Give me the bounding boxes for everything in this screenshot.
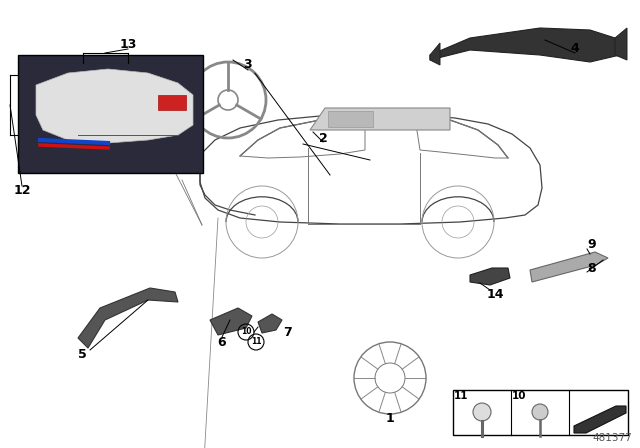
Polygon shape xyxy=(78,288,178,348)
FancyBboxPatch shape xyxy=(18,55,203,173)
Text: 7: 7 xyxy=(284,326,292,339)
Text: 3: 3 xyxy=(244,59,252,72)
Text: 4: 4 xyxy=(571,42,579,55)
Polygon shape xyxy=(310,108,450,130)
Text: 14: 14 xyxy=(486,289,504,302)
Circle shape xyxy=(532,404,548,420)
FancyBboxPatch shape xyxy=(328,111,373,127)
Polygon shape xyxy=(258,314,282,333)
Polygon shape xyxy=(574,406,626,433)
Text: 8: 8 xyxy=(588,262,596,275)
Text: 11: 11 xyxy=(454,391,468,401)
Text: 5: 5 xyxy=(77,349,86,362)
Polygon shape xyxy=(615,28,627,60)
Text: 13: 13 xyxy=(119,39,137,52)
Text: 6: 6 xyxy=(218,336,227,349)
Text: 9: 9 xyxy=(588,238,596,251)
Polygon shape xyxy=(530,252,608,282)
FancyBboxPatch shape xyxy=(158,95,186,110)
Polygon shape xyxy=(430,43,440,65)
Text: 481377: 481377 xyxy=(592,433,632,443)
Text: 10: 10 xyxy=(512,391,526,401)
Text: 12: 12 xyxy=(13,184,31,197)
Text: 2: 2 xyxy=(319,132,328,145)
Polygon shape xyxy=(210,308,252,335)
Circle shape xyxy=(473,403,491,421)
Polygon shape xyxy=(36,69,193,143)
Text: 10: 10 xyxy=(241,327,252,336)
Polygon shape xyxy=(470,268,510,285)
Polygon shape xyxy=(430,28,620,62)
Text: 1: 1 xyxy=(386,412,394,425)
Text: 11: 11 xyxy=(251,337,261,346)
